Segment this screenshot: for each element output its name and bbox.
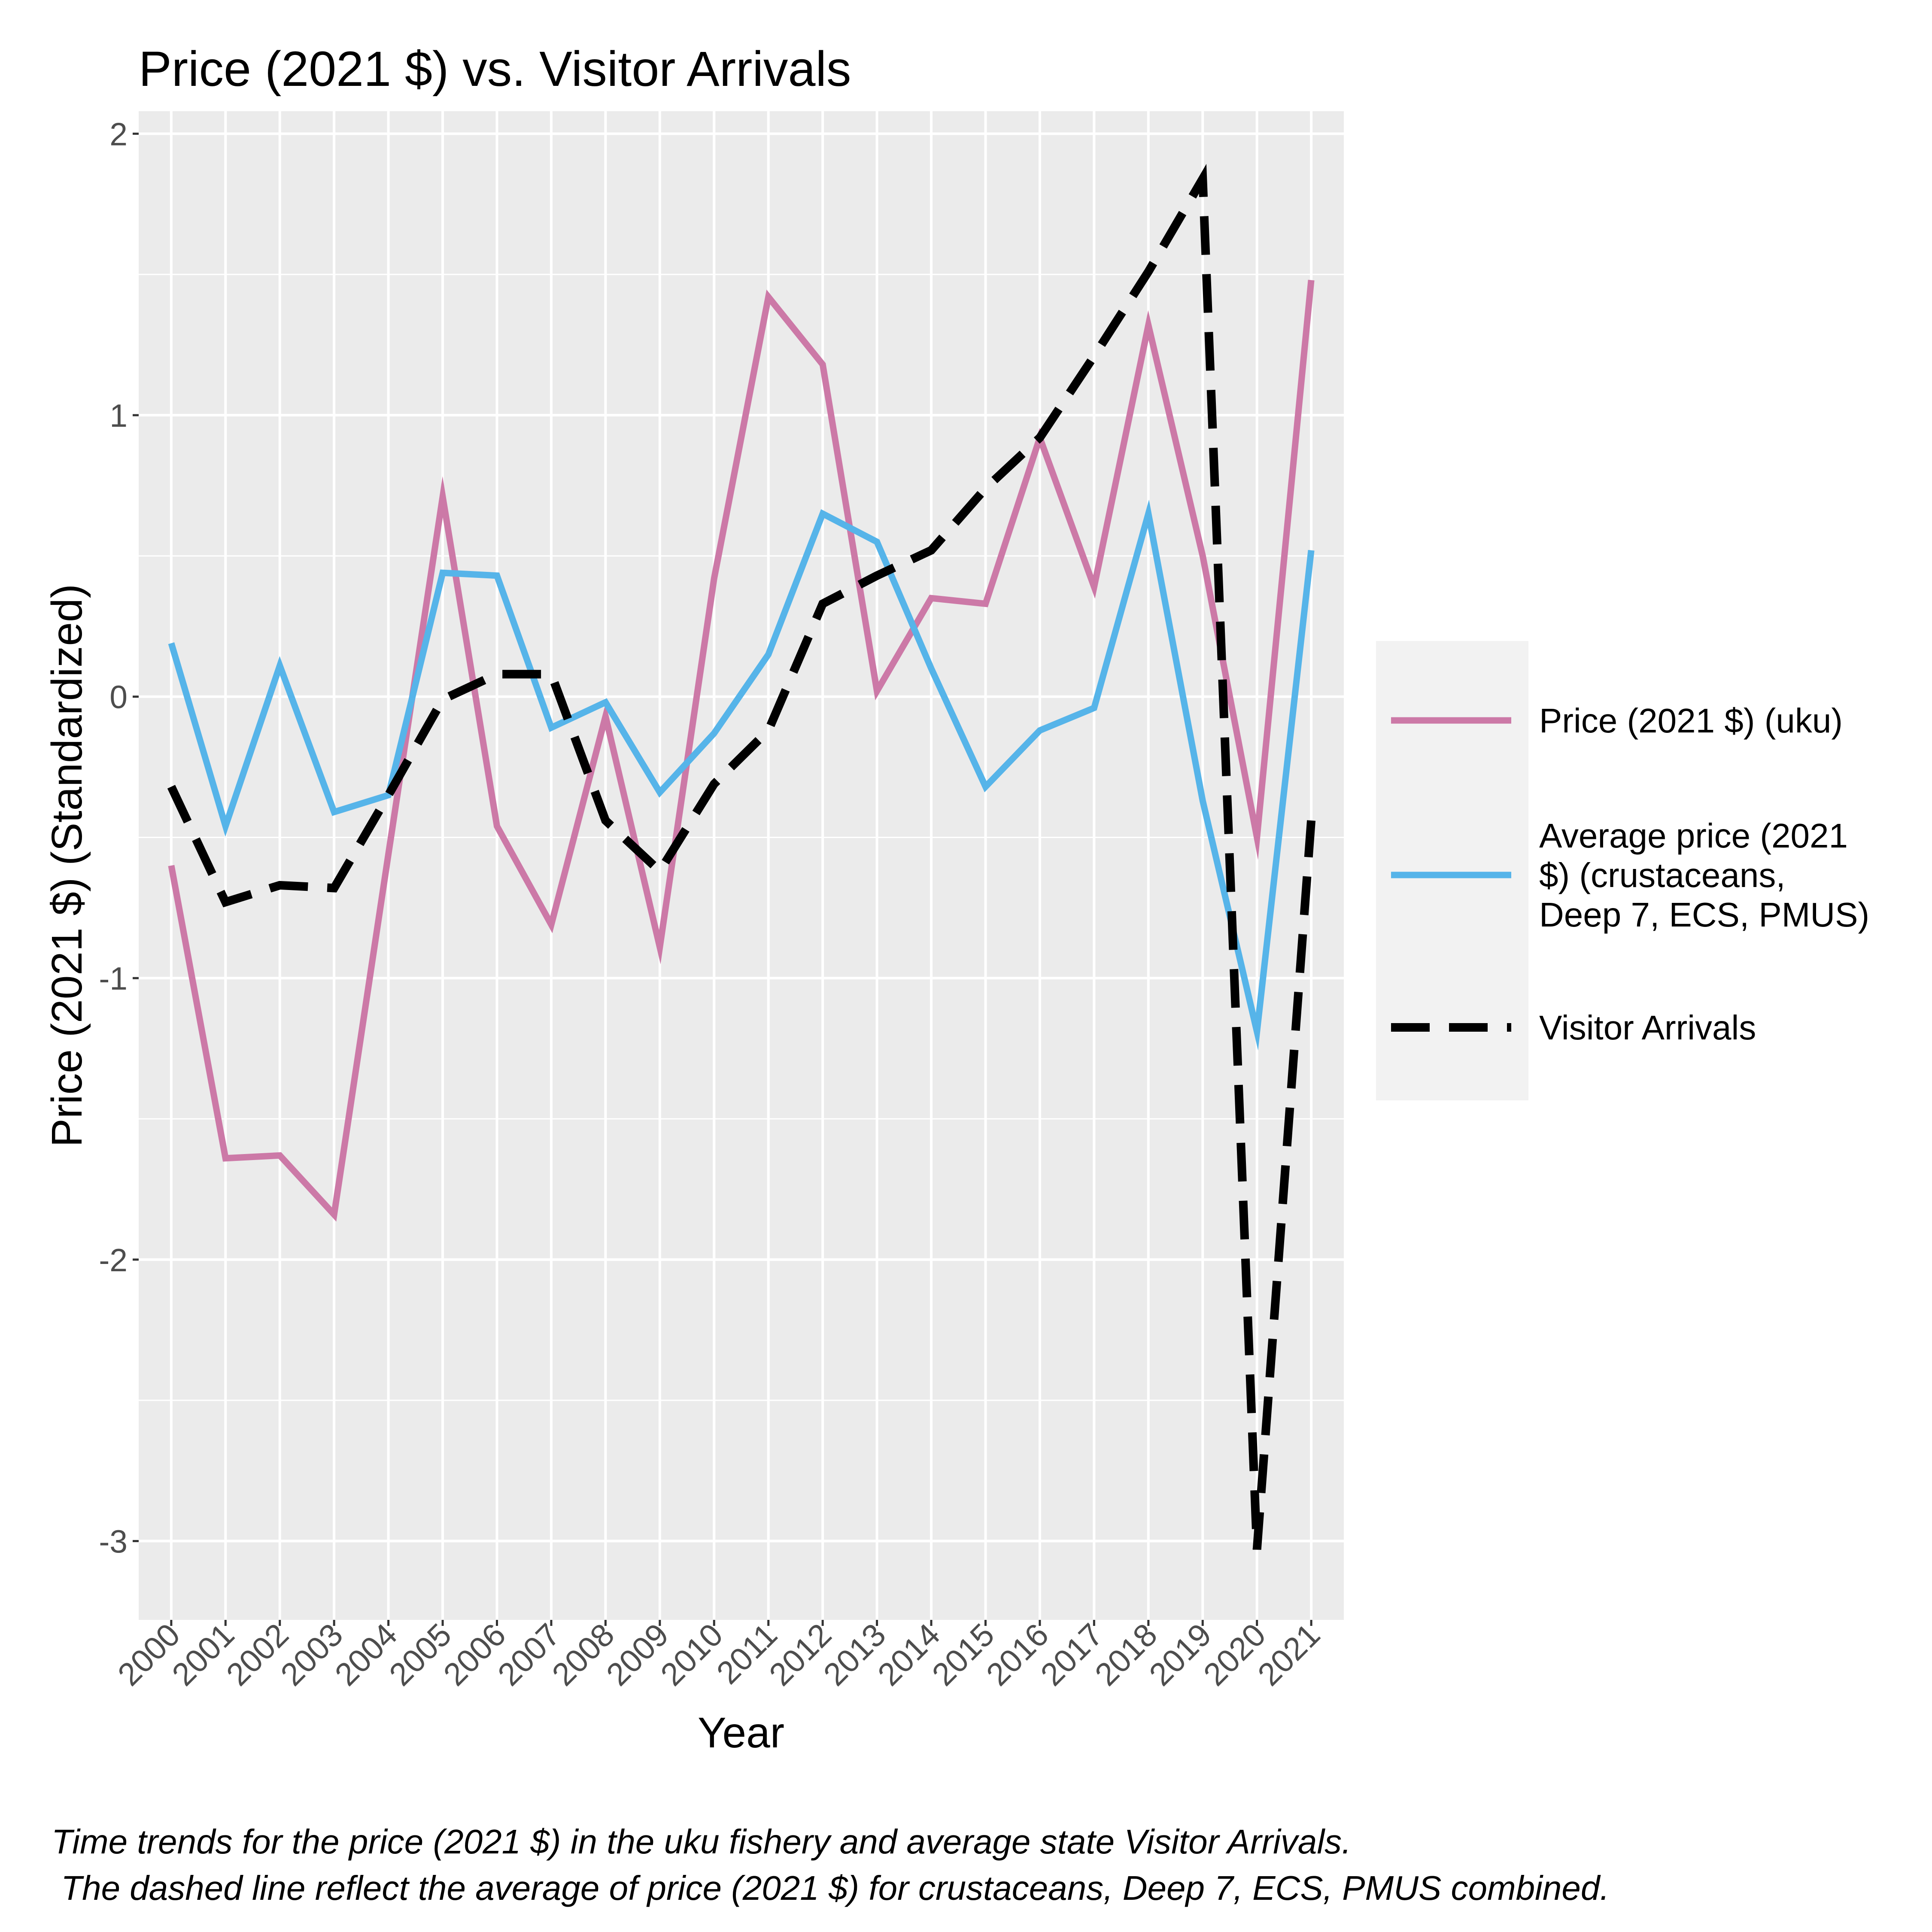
series-line-1 bbox=[168, 279, 1315, 1222]
x-tick-label: 2003 bbox=[273, 1616, 349, 1692]
x-tick-label: 2009 bbox=[599, 1616, 675, 1692]
x-tick-label: 2005 bbox=[382, 1616, 458, 1692]
x-tick-label: 2014 bbox=[871, 1616, 947, 1692]
x-tick-label: 2002 bbox=[219, 1616, 295, 1692]
x-tick-label: 2007 bbox=[491, 1616, 567, 1692]
x-tick-label: 2017 bbox=[1033, 1616, 1109, 1692]
legend-label-1: Price (2021 $) (uku) bbox=[1539, 702, 1843, 740]
y-axis: 2 1 0 -1 -2 -3 bbox=[99, 116, 139, 1559]
x-tick-label: 2020 bbox=[1197, 1616, 1273, 1692]
y-tick-label: -3 bbox=[99, 1523, 128, 1559]
series-line-3 bbox=[167, 164, 1316, 1550]
y-tick-label: 1 bbox=[109, 398, 128, 434]
series-layer bbox=[167, 164, 1316, 1550]
plot-panel bbox=[139, 111, 1344, 1620]
x-tick-label: 2006 bbox=[436, 1616, 512, 1692]
caption-line-2: The dashed line reflect the average of p… bbox=[52, 1869, 1610, 1907]
x-tick-label: 2021 bbox=[1251, 1616, 1327, 1692]
grid-major bbox=[139, 111, 1344, 1620]
y-axis-title: Price (2021 $) (Standardized) bbox=[43, 584, 91, 1147]
x-tick-label: 2019 bbox=[1142, 1616, 1218, 1692]
legend: Price (2021 $) (uku) Average price (2021 $… bbox=[1391, 702, 1869, 1047]
x-tick-label: 2004 bbox=[328, 1616, 404, 1692]
x-tick-label: 2010 bbox=[653, 1616, 729, 1692]
chart-title: Price (2021 $) vs. Visitor Arrivals bbox=[139, 42, 851, 97]
y-tick-label: 2 bbox=[109, 116, 128, 152]
series-line-2 bbox=[168, 499, 1315, 1051]
x-tick-label: 2001 bbox=[165, 1616, 241, 1692]
legend-label-2: Average price (2021 $) (crustaceans, Deep … bbox=[1539, 817, 1869, 934]
x-tick-label: 2015 bbox=[925, 1616, 1001, 1692]
x-axis: 2000200120022003200420052006200720082009… bbox=[111, 1616, 1327, 1692]
caption-line-1: Time trends for the price (2021 $) in th… bbox=[52, 1823, 1351, 1861]
legend-label-3: Visitor Arrivals bbox=[1539, 1009, 1756, 1047]
x-tick-label: 2000 bbox=[111, 1616, 187, 1692]
x-tick-label: 2008 bbox=[545, 1616, 621, 1692]
x-tick-label: 2013 bbox=[817, 1616, 893, 1692]
x-tick-label: 2016 bbox=[979, 1616, 1055, 1692]
x-tick-label: 2011 bbox=[710, 1616, 784, 1691]
x-tick-label: 2018 bbox=[1088, 1616, 1164, 1692]
x-axis-title: Year bbox=[698, 1709, 784, 1757]
y-tick-label: -2 bbox=[99, 1242, 128, 1278]
y-tick-label: -1 bbox=[99, 960, 128, 996]
y-tick-label: 0 bbox=[109, 679, 128, 715]
x-tick-label: 2012 bbox=[762, 1616, 838, 1692]
